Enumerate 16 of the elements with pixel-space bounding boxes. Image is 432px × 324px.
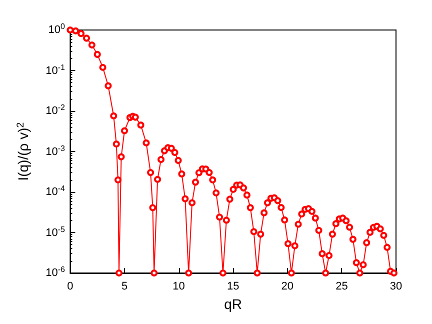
x-tick-label: 10 (172, 280, 185, 292)
y-tick-label: 10$^{-2}$ (46, 103, 65, 118)
y-tick-label: 10$^{-3}$ (46, 144, 65, 158)
x-tick-label: 20 (281, 280, 294, 292)
x-tick-label: 25 (336, 280, 348, 292)
y-tick-label: 10$^{-1}$ (46, 62, 65, 78)
y-tick-label: 10$^{-4}$ (46, 184, 65, 199)
x-tick-label: 0 (67, 280, 74, 292)
x-tick-label: 30 (390, 280, 402, 292)
y-tick-label: 10$^{-5}$ (46, 224, 65, 240)
x-axis-title: qR (224, 296, 242, 312)
y-tick-label: 10$^{-6}$ (46, 265, 65, 280)
y-tick-label: 10$^{0}$ (48, 22, 65, 37)
x-tick-label: 15 (226, 280, 240, 292)
x-tick-label: 5 (121, 280, 128, 292)
y-axis-title: I(q)/(ρ v)2 (15, 122, 32, 181)
